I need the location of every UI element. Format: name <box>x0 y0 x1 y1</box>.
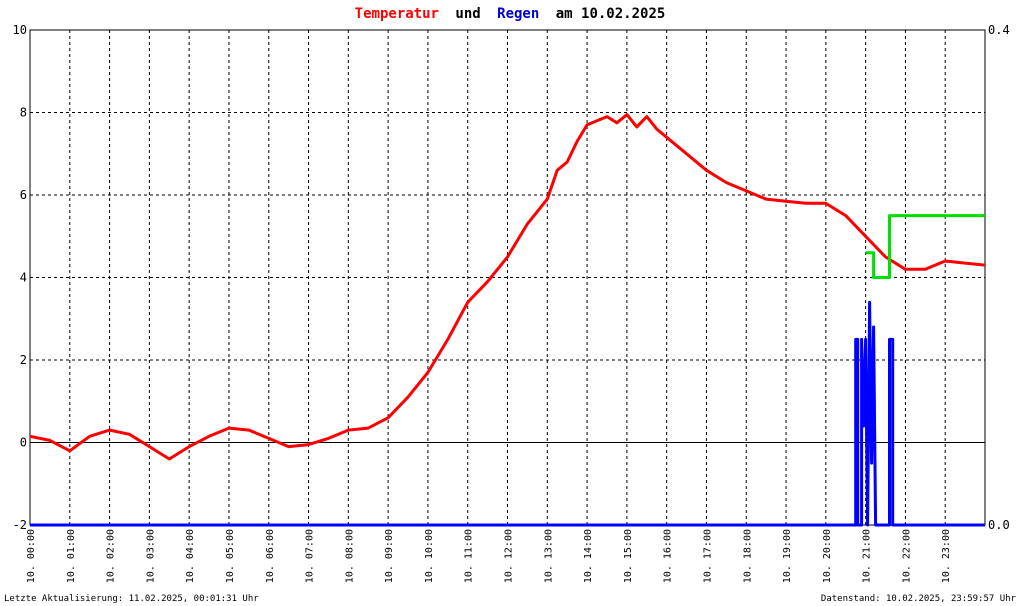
title-regen: Regen <box>497 6 539 22</box>
y-tick-label: 6 <box>20 188 27 202</box>
x-tick-label: 10. 05:00 <box>225 529 236 583</box>
x-tick-label: 10. 02:00 <box>106 529 117 583</box>
x-tick-label: 10. 00:00 <box>26 529 37 583</box>
x-tick-label: 10. 07:00 <box>305 529 316 583</box>
title-temperatur: Temperatur <box>355 6 439 22</box>
x-tick-label: 10. 11:00 <box>464 529 475 583</box>
title-date: am 10.02.2025 <box>556 6 666 22</box>
x-tick-label: 10. 16:00 <box>663 529 674 583</box>
y-tick-label: 0 <box>20 436 27 450</box>
y-tick-label: 10 <box>13 23 27 37</box>
x-tick-label: 10. 15:00 <box>623 529 634 583</box>
x-tick-label: 10. 21:00 <box>862 529 873 583</box>
x-tick-label: 10. 22:00 <box>901 529 912 583</box>
x-tick-label: 10. 14:00 <box>583 529 594 583</box>
x-tick-label: 10. 18:00 <box>742 529 753 583</box>
x-tick-label: 10. 01:00 <box>66 529 77 583</box>
x-tick-label: 10. 20:00 <box>822 529 833 583</box>
footer-data-status: Datenstand: 10.02.2025, 23:59:57 Uhr <box>820 594 1016 604</box>
x-tick-label: 10. 06:00 <box>265 529 276 583</box>
footer-last-update: Letzte Aktualisierung: 11.02.2025, 00:01… <box>4 594 259 604</box>
x-tick-label: 10. 13:00 <box>543 529 554 583</box>
series-line-regen-kumuliert <box>865 214 985 279</box>
x-tick-label: 10. 03:00 <box>145 529 156 583</box>
x-tick-label: 10. 10:00 <box>424 529 435 583</box>
x-tick-label: 10. 04:00 <box>185 529 196 583</box>
y2-tick-label: 0.0 <box>988 518 1010 532</box>
x-tick-label: 10. 17:00 <box>702 529 713 583</box>
grid <box>30 30 985 525</box>
x-tick-label: 10. 12:00 <box>504 529 515 583</box>
y-tick-label: -2 <box>13 518 27 532</box>
tick-labels: -2 0 2 4 6 8 10 0.0 0.4 10. 00:00 10. 01:00 10. 02:… <box>13 23 1010 583</box>
series-layer <box>29 113 986 527</box>
x-tick-label: 10. 23:00 <box>941 529 952 583</box>
x-tick-label: 10. 09:00 <box>384 529 395 583</box>
y-tick-label: 8 <box>20 106 27 120</box>
x-tick-label: 10. 08:00 <box>344 529 355 583</box>
y-tick-label: 2 <box>20 353 27 367</box>
series-line-regen <box>30 300 985 527</box>
chart-title: Temperatur und Regen am 10.02.2025 <box>355 6 666 22</box>
series-line-temperatur <box>29 113 986 461</box>
title-und: und <box>455 6 480 22</box>
y-tick-label: 4 <box>20 271 27 285</box>
y2-tick-label: 0.4 <box>988 23 1010 37</box>
x-tick-label: 10. 19:00 <box>782 529 793 583</box>
